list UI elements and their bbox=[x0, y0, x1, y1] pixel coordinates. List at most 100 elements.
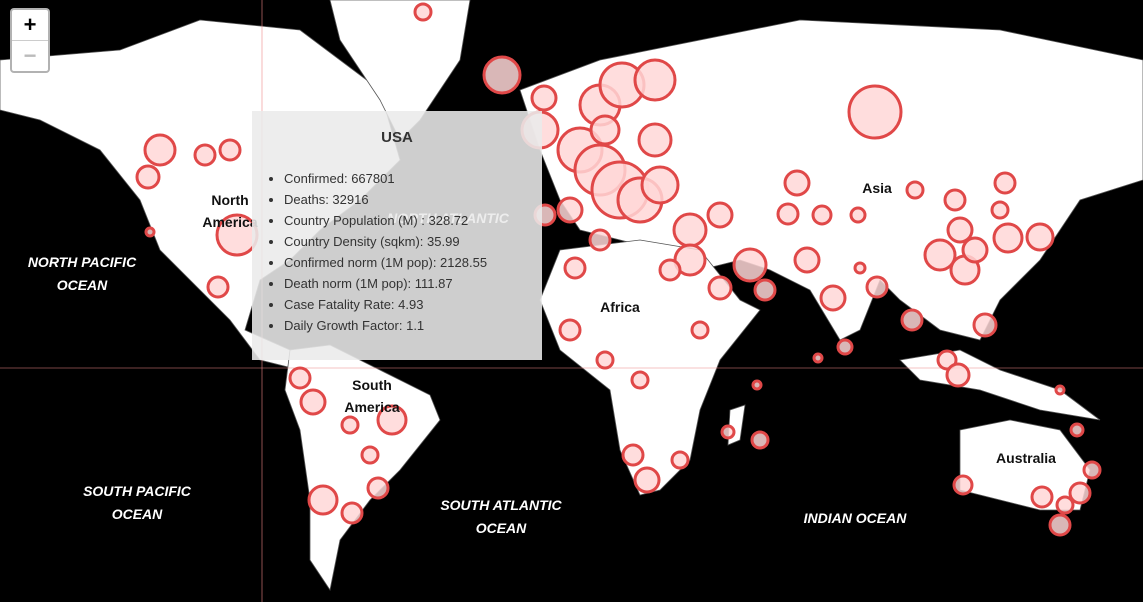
case-circle bbox=[556, 196, 584, 224]
case-circle bbox=[135, 164, 161, 190]
case-circle bbox=[360, 445, 380, 465]
ocean-label: OCEAN bbox=[476, 520, 527, 536]
case-circle bbox=[732, 247, 768, 283]
case-circle bbox=[990, 200, 1010, 220]
case-circle bbox=[1055, 495, 1075, 515]
case-circle bbox=[1054, 384, 1066, 396]
tooltip-item: Death norm (1M pop): 111.87 bbox=[284, 273, 532, 294]
case-circle bbox=[588, 228, 612, 252]
case-circle bbox=[413, 2, 433, 22]
islands bbox=[899, 349, 1101, 421]
case-circle bbox=[961, 236, 989, 264]
zoom-control[interactable]: + − bbox=[10, 8, 50, 73]
ocean-label: NORTH PACIFIC bbox=[28, 254, 137, 270]
ocean-label: SOUTH PACIFIC bbox=[83, 483, 192, 499]
case-circle bbox=[923, 238, 957, 272]
ocean-label: OCEAN bbox=[112, 506, 163, 522]
case-circle bbox=[836, 338, 854, 356]
continent-label: North bbox=[211, 192, 248, 208]
case-circle bbox=[530, 84, 558, 112]
case-circle bbox=[1069, 422, 1085, 438]
case-circle bbox=[670, 450, 690, 470]
case-circle bbox=[783, 169, 811, 197]
case-circle bbox=[299, 388, 327, 416]
case-circle bbox=[376, 404, 408, 436]
continent-label: America bbox=[202, 214, 257, 230]
case-circle bbox=[218, 138, 242, 162]
case-circle bbox=[865, 275, 889, 299]
case-circle bbox=[972, 312, 998, 338]
case-circle bbox=[1048, 513, 1072, 537]
case-circle bbox=[753, 278, 777, 302]
case-circle bbox=[1030, 485, 1054, 509]
case-circle bbox=[144, 226, 156, 238]
tooltip-item: Deaths: 32916 bbox=[284, 189, 532, 210]
case-circle bbox=[630, 370, 650, 390]
case-circle bbox=[633, 58, 677, 102]
case-circle bbox=[143, 133, 177, 167]
case-circle bbox=[340, 415, 360, 435]
case-circle bbox=[853, 261, 867, 275]
ocean-label: INDIAN OCEAN bbox=[804, 510, 908, 526]
case-circle bbox=[1082, 460, 1102, 480]
case-circle bbox=[563, 256, 587, 280]
australia bbox=[959, 419, 1091, 511]
case-circle bbox=[812, 352, 824, 364]
case-circle bbox=[900, 308, 924, 332]
zoom-in[interactable]: + bbox=[23, 12, 37, 37]
case-circle bbox=[690, 320, 710, 340]
case-circle bbox=[1068, 481, 1092, 505]
tooltip-item: Case Fatality Rate: 4.93 bbox=[284, 294, 532, 315]
continent-label: Australia bbox=[996, 450, 1056, 466]
case-circle bbox=[819, 284, 847, 312]
zoom-out[interactable]: − bbox=[12, 40, 48, 71]
case-circle bbox=[750, 430, 770, 450]
tooltip-title: USA bbox=[381, 129, 413, 146]
tooltip-item: Confirmed norm (1M pop): 2128.55 bbox=[284, 252, 532, 273]
case-circle bbox=[720, 424, 736, 440]
case-circle bbox=[993, 171, 1017, 195]
case-circle bbox=[595, 350, 615, 370]
case-circle bbox=[707, 275, 733, 301]
case-circle bbox=[811, 204, 833, 226]
case-circle bbox=[952, 474, 974, 496]
continent-label: South bbox=[352, 377, 392, 393]
continent-label: Africa bbox=[600, 299, 640, 315]
case-circle bbox=[366, 476, 390, 500]
case-circle bbox=[288, 366, 312, 390]
case-circle bbox=[706, 201, 734, 229]
case-circle bbox=[633, 466, 661, 494]
case-circle bbox=[776, 202, 800, 226]
case-circle bbox=[905, 180, 925, 200]
tooltip-item: Daily Growth Factor: 1.1 bbox=[284, 315, 532, 336]
case-circle bbox=[482, 55, 522, 95]
case-circle bbox=[849, 206, 867, 224]
tooltip-list: Confirmed: 667801Deaths: 32916Country Po… bbox=[262, 168, 532, 336]
case-circle bbox=[558, 318, 582, 342]
case-circle bbox=[637, 122, 673, 158]
case-circle bbox=[751, 379, 763, 391]
tooltip: USA Confirmed: 667801Deaths: 32916Countr… bbox=[252, 111, 542, 360]
case-circle bbox=[946, 216, 974, 244]
tooltip-item: Confirmed: 667801 bbox=[284, 168, 532, 189]
continent-label: Asia bbox=[862, 180, 892, 196]
case-circle bbox=[847, 84, 903, 140]
case-circle bbox=[621, 443, 645, 467]
case-circle bbox=[943, 188, 967, 212]
case-circle bbox=[307, 484, 339, 516]
case-circle bbox=[206, 275, 230, 299]
case-circle bbox=[640, 165, 680, 205]
ocean-label: SOUTH ATLANTIC bbox=[440, 497, 562, 513]
case-circle bbox=[340, 501, 364, 525]
ocean-label: OCEAN bbox=[57, 277, 108, 293]
case-circle bbox=[945, 362, 971, 388]
tooltip-item: Country Density (sqkm): 35.99 bbox=[284, 231, 532, 252]
tooltip-item: Country Population (M) : 328.72 bbox=[284, 210, 532, 231]
case-circle bbox=[658, 258, 682, 282]
case-circle bbox=[793, 246, 821, 274]
continent-label: America bbox=[344, 399, 399, 415]
case-circle bbox=[589, 114, 621, 146]
